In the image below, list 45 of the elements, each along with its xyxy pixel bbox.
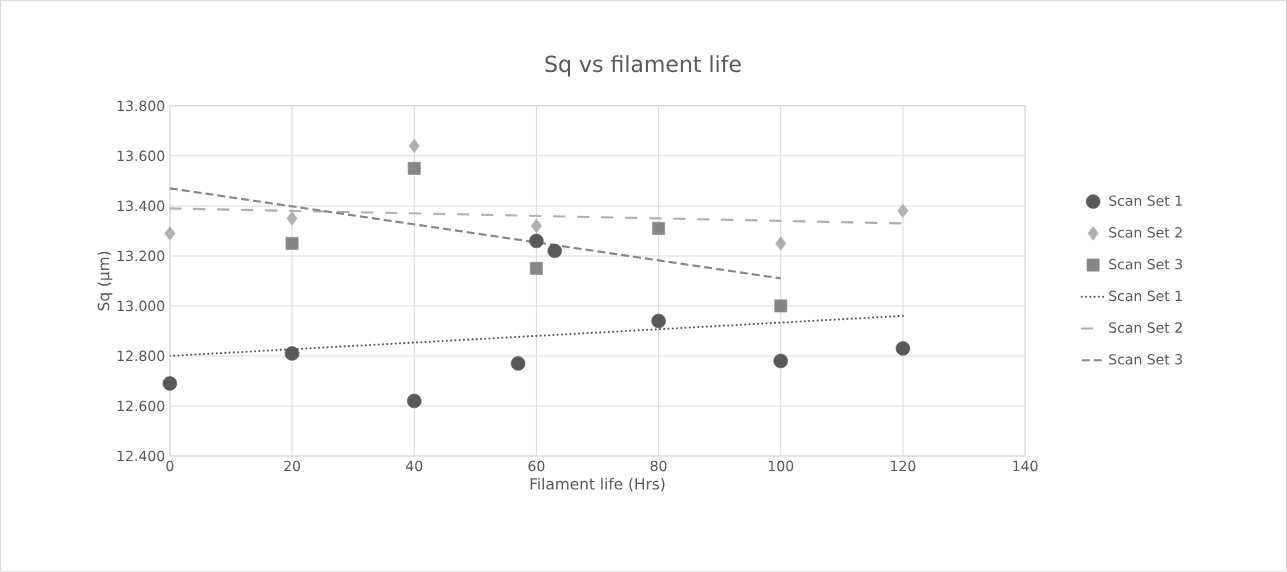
point bbox=[285, 237, 299, 250]
legend-label: Scan Set 2 bbox=[1109, 227, 1182, 238]
point bbox=[651, 313, 666, 329]
legend-label: Scan Set 1 bbox=[1109, 195, 1182, 207]
point bbox=[773, 353, 788, 369]
y-tick-label: 13.000 bbox=[117, 300, 165, 312]
point bbox=[284, 346, 300, 361]
y-tick-label: 13.400 bbox=[117, 200, 165, 212]
point bbox=[774, 299, 788, 313]
x-tick-label: 40 bbox=[406, 460, 423, 472]
point bbox=[530, 218, 542, 234]
y-tick-label: 12.400 bbox=[117, 450, 165, 462]
y-tick-label: 13.800 bbox=[117, 100, 165, 112]
x-axis-title: Filament life (Hrs) bbox=[530, 477, 665, 492]
x-tick-label: 120 bbox=[891, 460, 916, 472]
x-tick-label: 0 bbox=[166, 460, 174, 472]
point bbox=[162, 376, 178, 391]
point bbox=[529, 233, 544, 249]
point bbox=[510, 356, 526, 371]
y-tick-label: 12.600 bbox=[117, 400, 165, 412]
point bbox=[652, 222, 665, 235]
x-tick-label: 20 bbox=[284, 460, 301, 472]
legend-label: Scan Set 3 bbox=[1109, 354, 1182, 365]
y-tick-label: 13.600 bbox=[117, 150, 165, 162]
y-tick-label: 12.800 bbox=[117, 350, 165, 362]
point bbox=[407, 393, 422, 409]
legend-label: Scan Set 3 bbox=[1109, 258, 1182, 270]
point bbox=[407, 162, 421, 175]
x-tick-label: 140 bbox=[1013, 460, 1038, 472]
y-axis-title: Sq (µm) bbox=[97, 251, 113, 311]
legend-label: Scan Set 1 bbox=[1109, 290, 1182, 302]
point bbox=[164, 226, 176, 241]
chart-title: Sq vs filament life bbox=[545, 55, 741, 77]
x-tick-label: 100 bbox=[768, 460, 794, 472]
point bbox=[895, 341, 911, 356]
x-tick-label: 80 bbox=[650, 460, 667, 472]
point bbox=[408, 138, 420, 154]
point bbox=[775, 236, 787, 251]
point bbox=[530, 262, 543, 275]
y-tick-label: 13.200 bbox=[117, 250, 165, 262]
legend-label: Scan Set 2 bbox=[1109, 322, 1182, 333]
point bbox=[897, 203, 909, 219]
point bbox=[547, 243, 562, 259]
point bbox=[286, 211, 298, 226]
x-tick-label: 60 bbox=[528, 460, 545, 472]
